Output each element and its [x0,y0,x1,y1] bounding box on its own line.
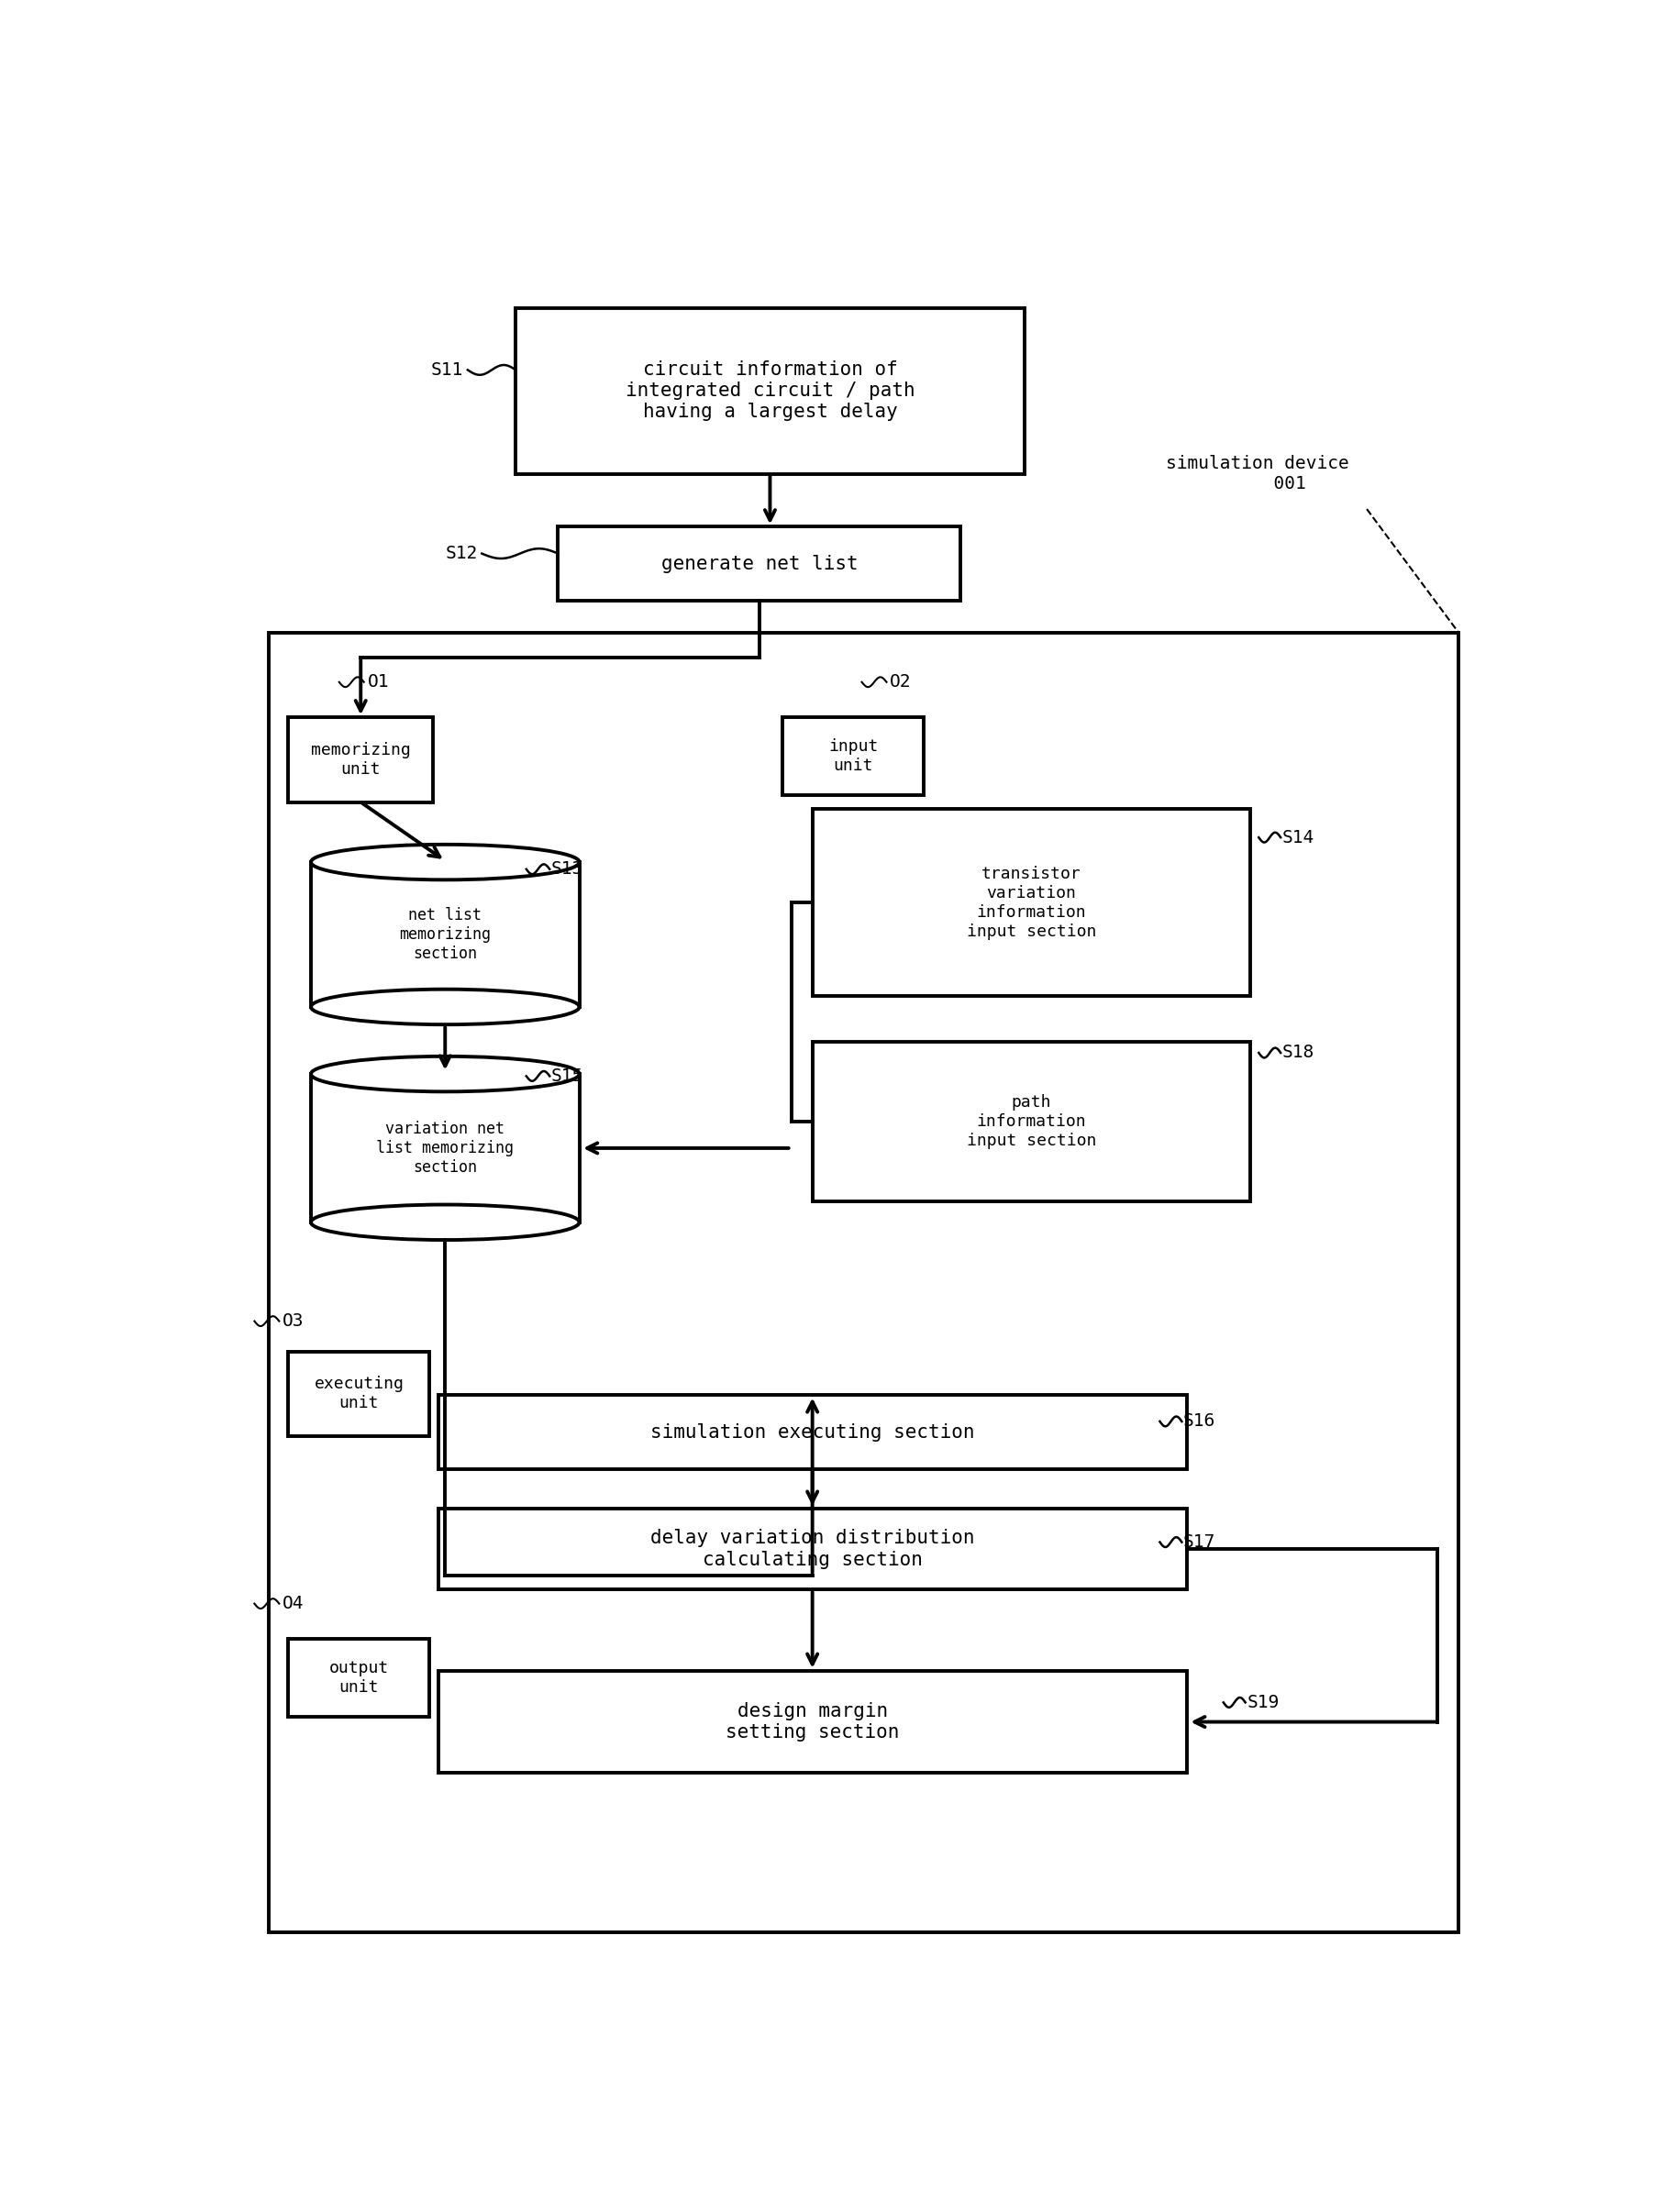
Text: S11: S11 [431,361,464,378]
Bar [288,1352,429,1436]
Text: net list
memorizing
section: net list memorizing section [399,907,491,962]
Text: path
information
input section: path information input section [966,1095,1096,1148]
Text: simulation device
          001: simulation device 001 [1166,456,1349,493]
Text: O1: O1 [368,672,389,690]
Text: design margin
setting section: design margin setting section [725,1701,900,1741]
Text: S16: S16 [1182,1413,1216,1431]
Bar [437,1396,1187,1469]
Text: S18: S18 [1282,1044,1314,1062]
Bar [311,863,579,1006]
Text: delay variation distribution
calculating section: delay variation distribution calculating… [650,1528,975,1568]
Text: circuit information of
integrated circuit / path
having a largest delay: circuit information of integrated circui… [625,361,915,420]
Text: simulation executing section: simulation executing section [650,1422,975,1442]
Bar [283,1332,1430,1582]
Ellipse shape [311,1206,579,1241]
Bar [283,1615,1430,1907]
Bar [268,633,1458,1931]
Text: O4: O4 [283,1595,304,1613]
Text: O2: O2 [890,672,911,690]
Text: S17: S17 [1182,1533,1216,1551]
Bar [777,697,1440,1310]
Bar [783,717,925,794]
Bar [559,526,961,602]
Text: S12: S12 [446,544,477,562]
Bar [813,810,1251,995]
Text: transistor
variation
information
input section: transistor variation information input s… [966,865,1096,940]
Text: executing
unit: executing unit [314,1376,404,1411]
Text: O3: O3 [283,1312,304,1329]
Ellipse shape [311,1057,579,1093]
Text: S19: S19 [1247,1694,1279,1712]
Text: S15: S15 [550,1068,584,1084]
Bar [437,1509,1187,1590]
Bar [311,1075,579,1223]
Text: generate net list: generate net list [660,555,858,573]
Bar [288,1639,429,1717]
Bar [437,1670,1187,1774]
Bar [283,697,700,1310]
Text: S13: S13 [550,860,584,878]
Text: output
unit: output unit [329,1659,389,1697]
Text: input
unit: input unit [828,739,878,774]
Bar [288,717,432,803]
Ellipse shape [311,989,579,1024]
Bar [813,1042,1251,1201]
Bar [516,307,1024,473]
Text: variation net
list memorizing
section: variation net list memorizing section [376,1121,514,1175]
Text: memorizing
unit: memorizing unit [311,741,411,779]
Text: S14: S14 [1282,830,1314,847]
Ellipse shape [311,845,579,880]
